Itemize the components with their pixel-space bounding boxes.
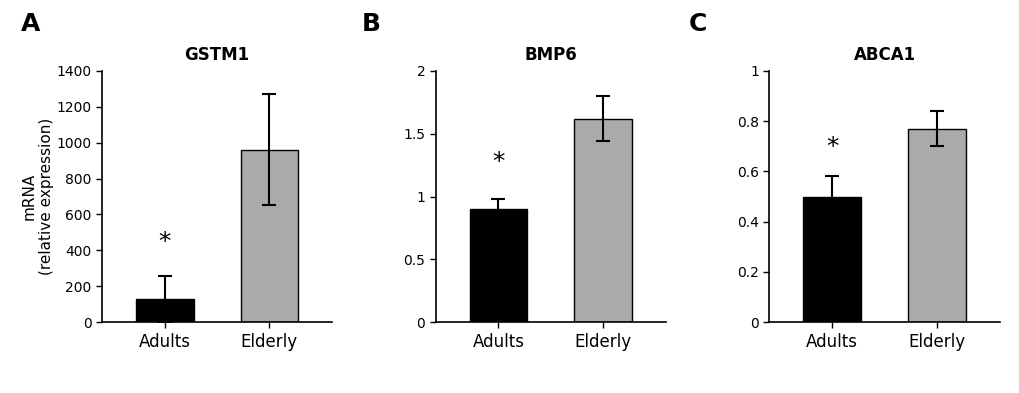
Y-axis label: mRNA
(relative expression): mRNA (relative expression) — [21, 118, 54, 275]
Text: *: * — [492, 150, 504, 174]
Bar — [803, 196, 860, 322]
Bar — [240, 150, 298, 322]
Bar — [470, 209, 527, 322]
Title: GSTM1: GSTM1 — [184, 46, 250, 64]
Bar — [907, 129, 965, 322]
Text: B: B — [362, 12, 381, 36]
Title: ABCA1: ABCA1 — [853, 46, 915, 64]
Bar — [574, 119, 631, 322]
Bar — [136, 299, 194, 322]
Text: *: * — [158, 230, 171, 254]
Text: A: A — [20, 12, 40, 36]
Text: *: * — [825, 135, 838, 159]
Title: BMP6: BMP6 — [524, 46, 577, 64]
Text: C: C — [688, 12, 706, 36]
